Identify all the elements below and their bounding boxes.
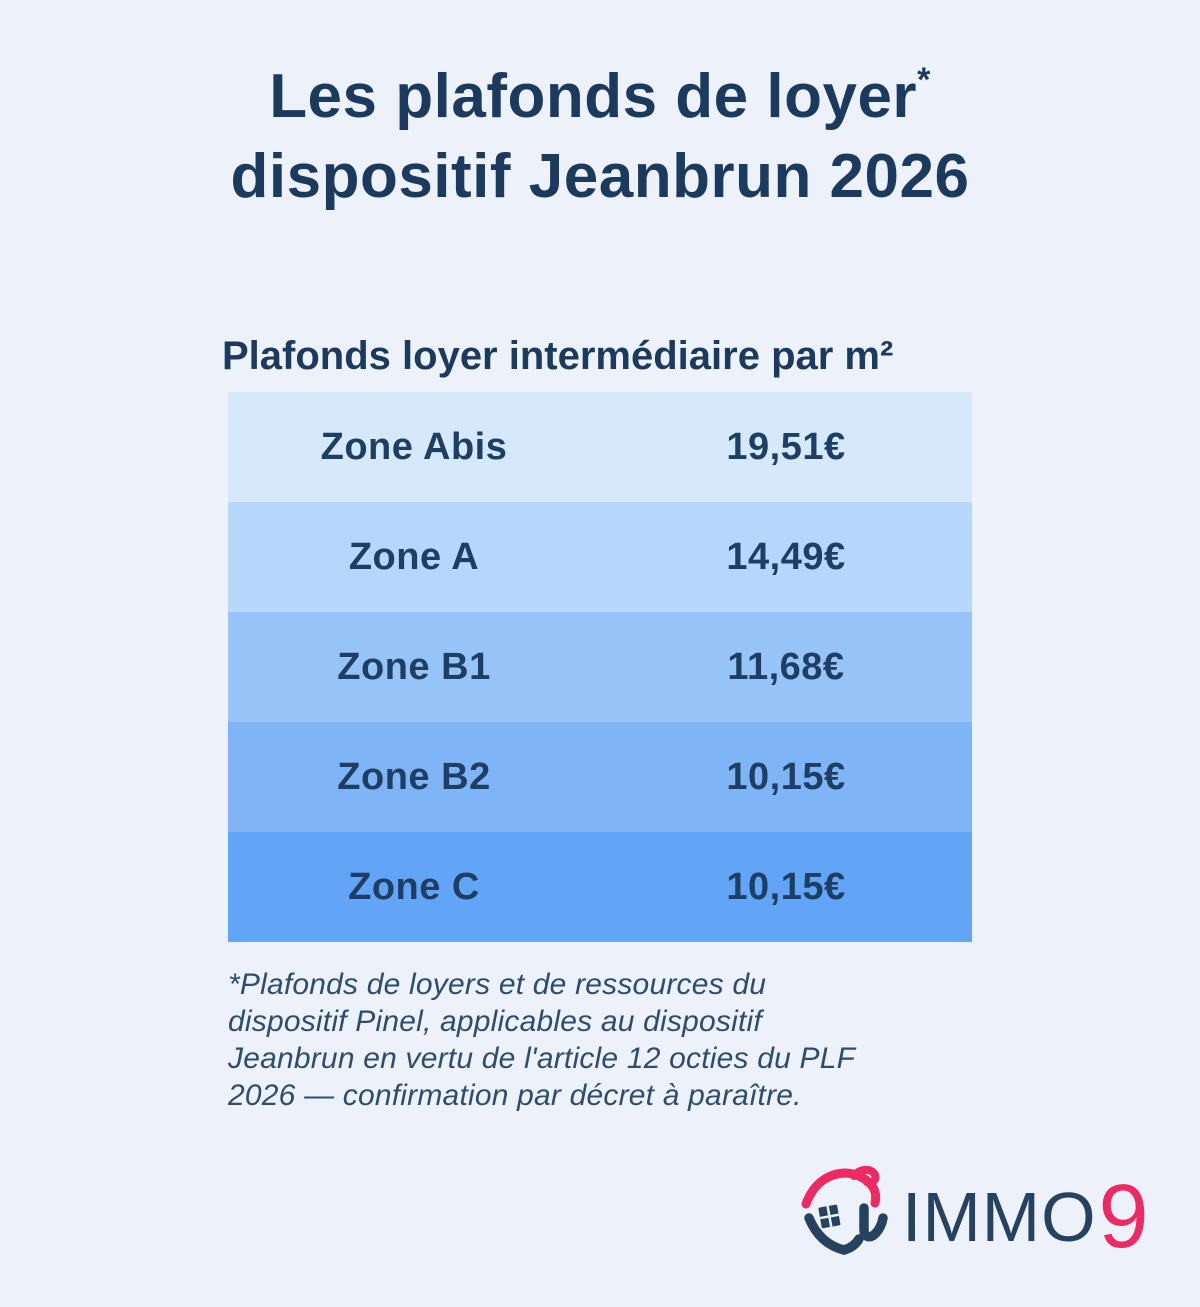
footnote: *Plafonds de loyers et de ressources du … (228, 966, 855, 1114)
page-title-line1: Les plafonds de loyer (269, 62, 918, 131)
zone-label: Zone B1 (337, 645, 491, 688)
footnote-line: Jeanbrun en vertu de l'article 12 octies… (228, 1042, 856, 1075)
page-title-line2: dispositif Jeanbrun 2026 (230, 142, 970, 211)
rent-ceiling-table: Zone Abis 19,51€ Zone A 14,49€ Zone B1 1… (228, 392, 972, 942)
page-title: Les plafonds de loyer* dispositif Jeanbru… (0, 40, 1200, 217)
table-row: Zone B1 11,68€ (228, 612, 972, 722)
footnote-line: *Plafonds de loyers et de ressources du (228, 968, 767, 1001)
zone-value: 14,49€ (726, 535, 846, 578)
logo-brand-text: IMMO (902, 1178, 1097, 1256)
zone-value: 10,15€ (726, 755, 846, 798)
table-row: Zone A 14,49€ (228, 502, 972, 612)
title-asterisk: * (917, 61, 931, 99)
zone-label: Zone Abis (320, 425, 508, 468)
table-title: Plafonds loyer intermédiaire par m² (222, 334, 894, 378)
zone-value: 10,15€ (726, 865, 846, 908)
zone-label: Zone A (348, 535, 480, 578)
zone-label: Zone C (348, 865, 480, 908)
zone-label: Zone B2 (337, 755, 491, 798)
table-row: Zone Abis 19,51€ (228, 392, 972, 502)
table-row: Zone B2 10,15€ (228, 722, 972, 832)
footnote-line: dispositif Pinel, applicables au disposi… (228, 1005, 762, 1038)
immo9-logo: IMMO 9 (796, 1160, 1149, 1267)
zone-value: 19,51€ (726, 425, 846, 468)
logo-wordmark: IMMO 9 (902, 1160, 1149, 1267)
table-row: Zone C 10,15€ (228, 832, 972, 942)
house-icon (796, 1162, 896, 1262)
logo-suffix-9: 9 (1098, 1167, 1149, 1267)
footnote-line: 2026 — confirmation par décret à paraîtr… (228, 1079, 802, 1112)
zone-value: 11,68€ (727, 645, 845, 688)
